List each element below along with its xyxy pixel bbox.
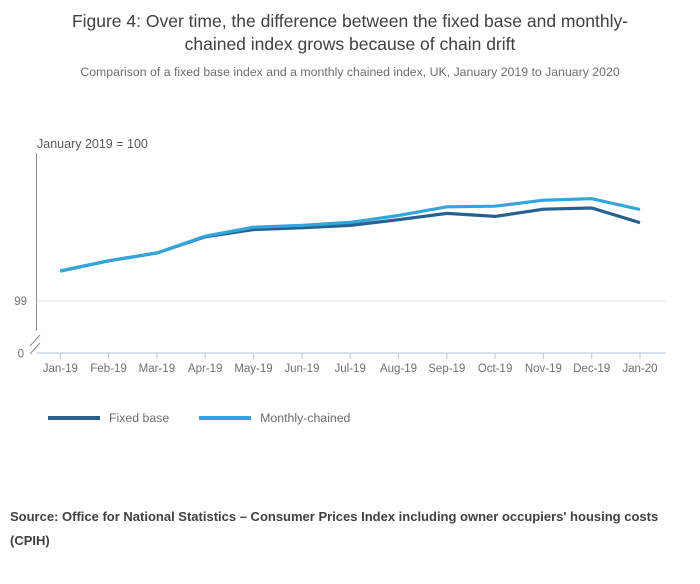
x-tick-label: Jan-19 [43,363,78,375]
figure-subtitle: Comparison of a fixed base index and a m… [80,65,620,79]
y-axis-note: January 2019 = 100 [37,137,148,151]
legend-item-monthly-chained: Monthly-chained [199,411,350,425]
y-tick-label-99: 99 [14,296,27,308]
x-tick-label: Jul-19 [335,363,366,375]
x-tick-label: Mar-19 [139,363,175,375]
legend-label: Fixed base [109,411,170,425]
chart: January 2019 = 100 99 0 Jan-19 Feb-19 Mar-19 A… [14,137,666,375]
axis-break-mark [29,334,41,347]
x-tick-label: Aug-19 [380,363,417,375]
legend-label: Monthly-chained [260,411,351,425]
x-tick-label: Feb-19 [90,363,126,375]
series-line-monthly-chained [59,197,641,273]
x-tick-label: Nov-19 [525,363,562,375]
source-note: Source: Office for National Statistics –… [10,509,659,548]
x-tick-label: Oct-19 [478,363,513,375]
chart-legend: Fixed base Monthly-chained [0,411,700,425]
monthly-chained-line-swatch [199,416,252,420]
y-tick-label-0: 0 [18,349,24,361]
x-tick-label: Sep-19 [428,363,465,375]
x-tick-label: Jun-19 [284,363,319,375]
figure-title: Figure 4: Over time, the difference betw… [71,11,629,54]
axis-break-mark [29,342,41,355]
x-tick-label: Apr-19 [188,363,223,375]
series-line-fixed-base [59,206,641,273]
x-tick-label: Jan-20 [622,363,657,375]
x-tick-label: May-19 [234,363,272,375]
fixed-base-line-swatch [48,416,100,420]
x-tick-label: Dec-19 [573,363,610,375]
legend-item-fixed-base: Fixed base [48,411,169,425]
